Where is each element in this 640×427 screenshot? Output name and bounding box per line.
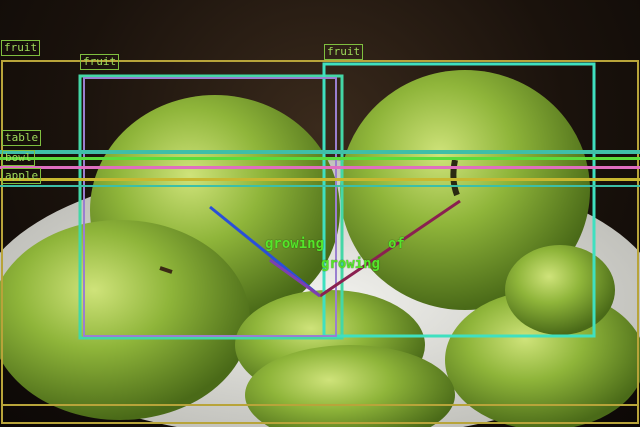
band-pink	[0, 166, 640, 169]
band-green	[0, 157, 640, 160]
tag-apple: apple	[2, 168, 42, 184]
relation-label-growing-1: growing	[265, 236, 325, 252]
relation-label-growing-2: growing	[321, 256, 381, 272]
relation-line-growing-2	[269, 258, 321, 298]
relation-line-of	[319, 199, 461, 298]
box-fruit-inner	[83, 77, 337, 337]
table-edge-line	[2, 404, 638, 406]
tag-fruit-3: fruit	[324, 44, 364, 60]
apple-shape	[0, 220, 250, 420]
tag-fruit-2: fruit	[80, 54, 120, 70]
apple-shape	[340, 70, 590, 310]
tag-fruit-1: fruit	[1, 40, 41, 56]
box-fruit-left	[78, 74, 344, 340]
box-table	[1, 60, 639, 424]
relation-label-of: of	[388, 236, 405, 252]
band-teal	[0, 150, 640, 154]
apple-shape	[505, 245, 615, 335]
apple-shape	[245, 345, 455, 427]
apple-stem	[159, 266, 173, 274]
tag-bowl: bowl	[2, 150, 35, 166]
tag-table: table	[2, 130, 42, 146]
box-fruit-right	[322, 62, 596, 338]
band-teal-2	[0, 185, 640, 187]
band-yellow	[0, 178, 640, 181]
